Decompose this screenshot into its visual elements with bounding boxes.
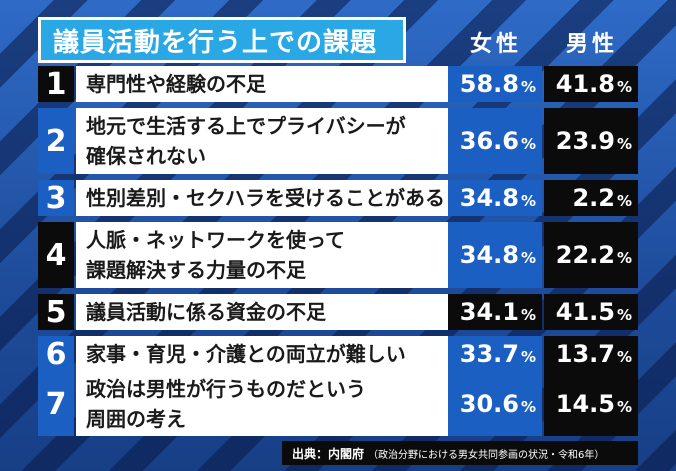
female-value: 30.6% — [448, 372, 542, 436]
row-label-box: 家事・育児・介護との両立が難しい — [76, 336, 484, 372]
percent-unit: % — [520, 348, 536, 366]
male-value-number: 22.2 — [555, 241, 615, 269]
male-value-number: 41.8 — [555, 70, 615, 98]
female-value: 58.8% — [448, 66, 542, 102]
percent-unit: % — [520, 306, 536, 324]
percent-unit: % — [616, 135, 632, 153]
source-sub: （政治分野における男女共同参画の状況・令和6年） — [368, 449, 605, 461]
table-row: 2 地元で生活する上でプライバシーが 確保されない 36.6% 23.9% — [38, 108, 638, 174]
percent-unit: % — [520, 78, 536, 96]
female-value: 33.7% — [448, 336, 542, 372]
percent-unit: % — [520, 192, 536, 210]
male-value: 14.5% — [544, 372, 638, 436]
male-value-number: 14.5 — [555, 390, 615, 418]
percent-unit: % — [616, 306, 632, 324]
row-number: 4 — [38, 222, 74, 288]
title-box: 議員活動を行う上での課題 — [38, 17, 406, 63]
female-value-number: 33.7 — [459, 340, 519, 368]
table-row: 3 性別差別・セクハラを受けることがある 34.8% 2.2% — [38, 180, 638, 216]
male-value-number: 2.2 — [572, 184, 615, 212]
row-label: 地元で生活する上でプライバシーが 確保されない — [86, 114, 406, 168]
percent-unit: % — [520, 135, 536, 153]
row-number: 7 — [38, 372, 74, 436]
percent-unit: % — [616, 78, 632, 96]
female-value: 34.8% — [448, 180, 542, 216]
table-row: 6 家事・育児・介護との両立が難しい 33.7% 13.7% — [38, 336, 638, 372]
female-value-number: 34.8 — [459, 184, 519, 212]
male-value: 41.8% — [544, 66, 638, 102]
row-label-box: 議員活動に係る資金の不足 — [76, 294, 484, 330]
male-value: 22.2% — [544, 222, 638, 288]
row-label: 専門性や経験の不足 — [86, 72, 266, 96]
female-value-number: 58.8 — [459, 70, 519, 98]
row-label-box: 人脈・ネットワークを使って 課題解決する力量の不足 — [76, 222, 484, 288]
female-value: 34.1% — [448, 294, 542, 330]
male-value: 13.7% — [544, 336, 638, 372]
row-label: 人脈・ネットワークを使って 課題解決する力量の不足 — [86, 228, 345, 282]
column-header-female: 女性 — [469, 32, 522, 57]
row-label: 性別差別・セクハラを受けることがある — [86, 186, 445, 210]
row-number: 6 — [38, 336, 74, 372]
row-label-box: 地元で生活する上でプライバシーが 確保されない — [76, 108, 484, 174]
male-value: 2.2% — [544, 180, 638, 216]
row-number: 2 — [38, 108, 74, 174]
row-number: 1 — [38, 66, 74, 102]
source-main: 出典：内閣府 — [292, 446, 365, 461]
percent-unit: % — [520, 398, 536, 416]
female-value: 34.8% — [448, 222, 542, 288]
table-row: 1 専門性や経験の不足 58.8% 41.8% — [38, 66, 638, 102]
page-title: 議員活動を行う上での課題 — [53, 27, 378, 58]
row-label: 政治は男性が行うものだという 周囲の考え — [86, 377, 366, 431]
table-row: 5 議員活動に係る資金の不足 34.1% 41.5% — [38, 294, 638, 330]
male-value-number: 23.9 — [555, 127, 615, 155]
row-label: 議員活動に係る資金の不足 — [86, 300, 326, 324]
percent-unit: % — [520, 249, 536, 267]
female-value-number: 30.6 — [459, 390, 519, 418]
column-header-male: 男性 — [565, 32, 618, 57]
table-row: 4 人脈・ネットワークを使って 課題解決する力量の不足 34.8% 22.2% — [38, 222, 638, 288]
percent-unit: % — [616, 192, 632, 210]
percent-unit: % — [616, 398, 632, 416]
source-credit: 出典：内閣府 （政治分野における男女共同参画の状況・令和6年） — [282, 441, 638, 465]
male-value: 23.9% — [544, 108, 638, 174]
row-label: 家事・育児・介護との両立が難しい — [86, 342, 406, 366]
female-value: 36.6% — [448, 108, 542, 174]
percent-unit: % — [616, 249, 632, 267]
table-row: 7 政治は男性が行うものだという 周囲の考え 30.6% 14.5% — [38, 372, 638, 436]
row-label-box: 政治は男性が行うものだという 周囲の考え — [76, 372, 484, 436]
percent-unit: % — [616, 348, 632, 366]
female-value-number: 36.6 — [459, 127, 519, 155]
row-label-box: 性別差別・セクハラを受けることがある — [76, 180, 484, 216]
male-value-number: 41.5 — [555, 298, 615, 326]
male-value: 41.5% — [544, 294, 638, 330]
female-value-number: 34.1 — [459, 298, 519, 326]
row-label-box: 専門性や経験の不足 — [76, 66, 484, 102]
row-number: 5 — [38, 294, 74, 330]
female-value-number: 34.8 — [459, 241, 519, 269]
male-value-number: 13.7 — [555, 340, 615, 368]
row-number: 3 — [38, 180, 74, 216]
